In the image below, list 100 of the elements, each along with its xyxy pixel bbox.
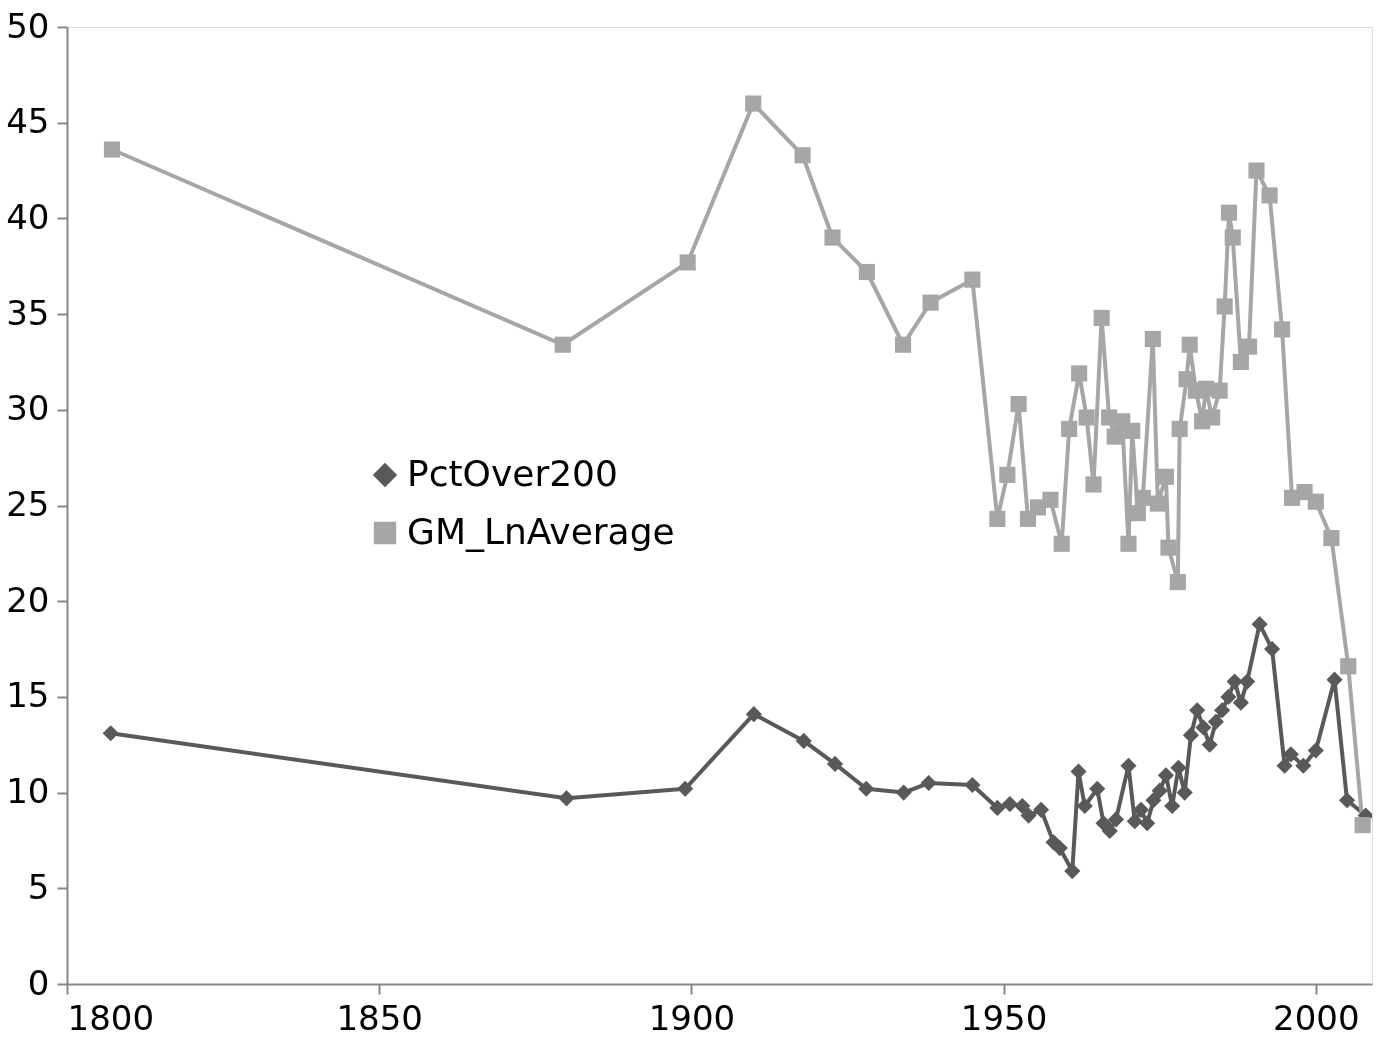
point: [1085, 476, 1102, 493]
point: [1338, 792, 1356, 809]
point: [745, 706, 762, 723]
point: [1264, 640, 1281, 658]
point: [554, 336, 571, 353]
point: [1129, 505, 1146, 522]
y-tick-label: 25: [6, 484, 50, 524]
point: [1157, 468, 1175, 485]
point: [1169, 574, 1186, 591]
point: [1061, 420, 1078, 437]
point: [1240, 338, 1258, 355]
point: [1089, 780, 1106, 797]
point: [1295, 757, 1312, 774]
point: [1051, 840, 1068, 857]
point: [679, 254, 696, 271]
point: [999, 466, 1016, 483]
point: [1307, 742, 1324, 759]
point: [103, 141, 121, 158]
x-tick-label: 2000: [1273, 997, 1360, 1038]
point: [964, 776, 981, 794]
point: [1251, 616, 1268, 633]
point: [989, 510, 1006, 527]
point: [1171, 420, 1188, 437]
x-tick-label: 1850: [336, 997, 423, 1038]
point: [1340, 658, 1357, 675]
point: [1134, 489, 1151, 506]
point: [1107, 811, 1125, 828]
point: [1354, 817, 1371, 834]
point: [1076, 797, 1093, 815]
point: [1211, 382, 1228, 399]
point: [794, 147, 811, 164]
point: [1220, 204, 1238, 221]
point: [1195, 719, 1212, 736]
point: [1182, 727, 1199, 744]
point: [1020, 807, 1037, 824]
point: [1323, 529, 1340, 547]
point: [558, 790, 575, 807]
point: [826, 755, 844, 772]
point: [1220, 688, 1237, 705]
point: [858, 263, 875, 281]
point: [1101, 822, 1118, 839]
point: [1207, 713, 1224, 730]
point: [1010, 396, 1027, 413]
point: [677, 780, 694, 797]
y-tick-label: 30: [6, 388, 50, 429]
point: [1189, 702, 1206, 719]
point: [824, 229, 841, 246]
y-tick-label: 20: [6, 579, 50, 620]
point: [989, 799, 1006, 816]
y-tick-label: 35: [6, 292, 50, 333]
y-tick-label: 40: [6, 196, 50, 237]
point: [895, 336, 912, 353]
point: [858, 780, 875, 797]
y-tick-label: 5: [27, 866, 50, 907]
point: [1160, 539, 1177, 556]
point: [964, 271, 981, 288]
x-tick-label: 1800: [67, 997, 155, 1038]
point: [1239, 673, 1256, 690]
point: [1226, 673, 1243, 690]
legend-label: PctOver200: [407, 453, 618, 494]
point: [1149, 495, 1166, 512]
point: [1201, 736, 1218, 753]
point: [1178, 371, 1195, 388]
point: [1093, 309, 1110, 326]
point: [1326, 671, 1343, 688]
x-tick-label: 1950: [960, 997, 1048, 1038]
point: [1248, 162, 1265, 179]
point: [895, 784, 912, 801]
point: [1145, 792, 1162, 809]
point: [1232, 353, 1249, 371]
point: [1216, 298, 1233, 315]
point: [922, 294, 939, 311]
point: [1181, 336, 1198, 353]
point: [1033, 801, 1050, 818]
point: [1070, 763, 1087, 780]
y-tick-label: 15: [6, 675, 50, 716]
y-tick-label: 50: [6, 5, 50, 46]
point: [1151, 782, 1168, 799]
point: [1144, 330, 1161, 348]
y-tick-label: 45: [6, 101, 50, 142]
point: [1232, 694, 1249, 711]
point: [1064, 863, 1081, 880]
point: [745, 95, 762, 112]
point: [1042, 491, 1059, 508]
point: [1276, 757, 1293, 774]
point: [1106, 428, 1123, 445]
point: [1120, 535, 1137, 552]
point: [920, 774, 937, 792]
point: [1274, 321, 1291, 338]
point: [1214, 702, 1231, 719]
point: [1001, 796, 1018, 813]
point: [795, 732, 812, 749]
x-tick-label: 1900: [648, 997, 736, 1038]
y-tick-label: 0: [27, 962, 50, 1003]
point: [1157, 767, 1175, 784]
point: [102, 725, 119, 742]
point: [1204, 409, 1221, 426]
point: [1224, 229, 1241, 246]
point: [1124, 422, 1141, 439]
point: [1071, 365, 1088, 382]
